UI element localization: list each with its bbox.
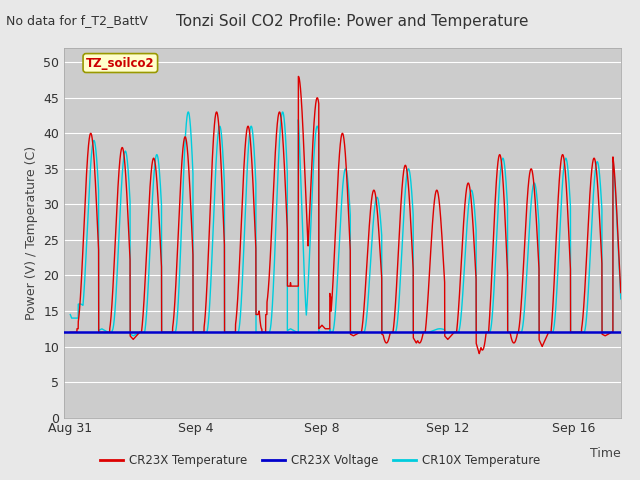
Text: No data for f_T2_BattV: No data for f_T2_BattV	[6, 14, 148, 27]
Text: Time: Time	[590, 447, 621, 460]
Legend: CR23X Temperature, CR23X Voltage, CR10X Temperature: CR23X Temperature, CR23X Voltage, CR10X …	[95, 449, 545, 472]
Text: TZ_soilco2: TZ_soilco2	[86, 57, 155, 70]
Text: Tonzi Soil CO2 Profile: Power and Temperature: Tonzi Soil CO2 Profile: Power and Temper…	[176, 14, 528, 29]
Y-axis label: Power (V) / Temperature (C): Power (V) / Temperature (C)	[24, 146, 38, 320]
